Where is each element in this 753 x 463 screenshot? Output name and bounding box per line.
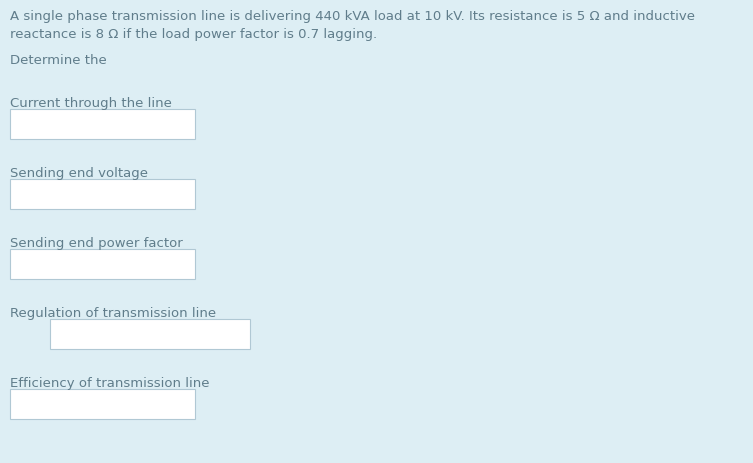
Bar: [10, 180, 195, 210]
Bar: [10, 110, 195, 140]
Text: Determine the: Determine the: [10, 54, 107, 67]
Text: Sending end power factor: Sending end power factor: [10, 237, 183, 250]
Text: Sending end voltage: Sending end voltage: [10, 167, 148, 180]
Bar: [10, 389, 195, 419]
Text: Current through the line: Current through the line: [10, 97, 172, 110]
Text: reactance is 8 Ω if the load power factor is 0.7 lagging.: reactance is 8 Ω if the load power facto…: [10, 28, 377, 41]
Bar: [50, 319, 250, 349]
Bar: [10, 250, 195, 279]
Text: Regulation of transmission line: Regulation of transmission line: [10, 307, 216, 319]
Text: A single phase transmission line is delivering 440 kVA load at 10 kV. Its resist: A single phase transmission line is deli…: [10, 10, 695, 23]
Text: Efficiency of transmission line: Efficiency of transmission line: [10, 376, 209, 389]
